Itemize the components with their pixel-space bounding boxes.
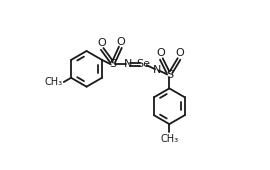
- Text: O: O: [175, 48, 184, 58]
- Text: N: N: [153, 65, 161, 75]
- Text: Se: Se: [136, 59, 150, 69]
- Text: O: O: [156, 48, 165, 58]
- Text: O: O: [117, 37, 125, 47]
- Text: CH₃: CH₃: [44, 77, 62, 87]
- Text: CH₃: CH₃: [160, 134, 178, 144]
- Text: O: O: [97, 38, 106, 48]
- Text: N: N: [124, 59, 132, 69]
- Text: S: S: [166, 70, 173, 80]
- Text: S: S: [109, 59, 116, 69]
